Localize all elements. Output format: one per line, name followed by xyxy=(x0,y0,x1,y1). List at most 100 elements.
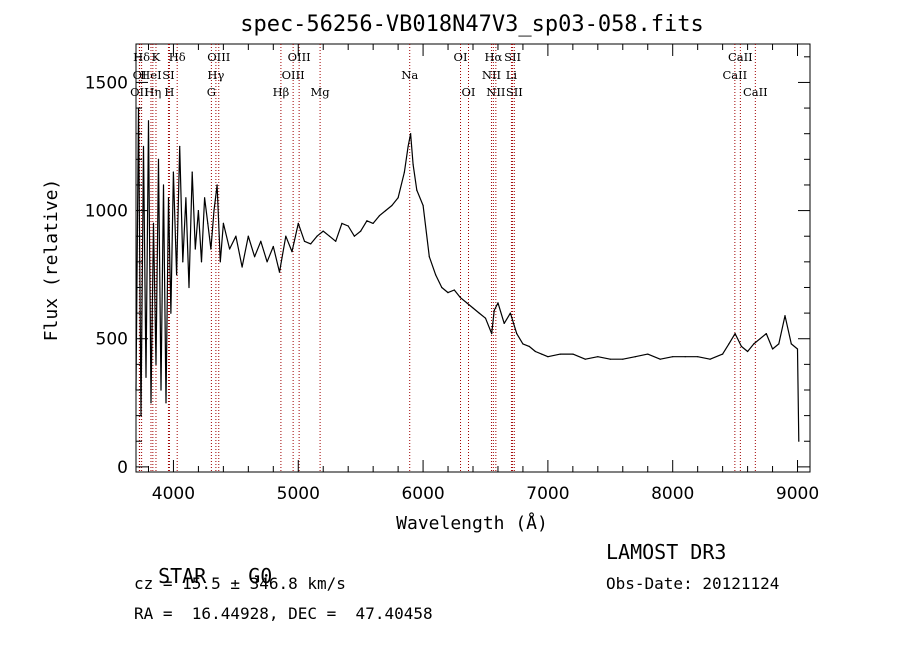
spectrum-point xyxy=(772,348,774,350)
spectrum-point xyxy=(197,210,199,212)
spectrum-point xyxy=(491,333,493,335)
spectrum-point xyxy=(740,345,743,347)
spectral-line-label: OII xyxy=(130,85,149,99)
spectrum-point xyxy=(204,197,206,199)
spectral-line-label: OIII xyxy=(207,50,230,64)
spectrum-point xyxy=(722,353,724,355)
spectrum-point xyxy=(235,235,237,237)
spectrum-point xyxy=(478,312,480,314)
spectrum-point xyxy=(522,343,524,345)
spectrum-point xyxy=(407,145,409,148)
spectrum-point xyxy=(207,222,209,224)
spectrum-point xyxy=(162,184,165,186)
spectrum-point xyxy=(229,248,231,250)
spectrum-point xyxy=(734,333,736,335)
spectrum-point xyxy=(385,210,387,212)
spectrum-point xyxy=(185,197,187,199)
spectral-line-label: HeI xyxy=(140,68,161,82)
spectral-line-label: Hδ xyxy=(133,50,150,64)
spectral-line-label: SII xyxy=(506,85,523,99)
spectral-line-markers xyxy=(138,44,756,472)
x-tick-label: 4000 xyxy=(152,484,195,504)
spectrum-point xyxy=(160,389,162,391)
spectrum-point xyxy=(194,248,196,250)
spectral-line-label: Hα xyxy=(484,50,502,64)
spectrum-point xyxy=(572,353,574,355)
spectrum-point xyxy=(210,248,212,250)
spectral-line-label: Hγ xyxy=(207,68,224,82)
spectral-line-label: NII xyxy=(486,85,505,99)
spectrum-point xyxy=(416,189,418,191)
spectrum-point xyxy=(150,402,152,404)
class-label: STAR xyxy=(158,564,207,588)
spectrum-line xyxy=(135,107,800,442)
y-tick-label: 1500 xyxy=(85,73,128,93)
spectrum-point xyxy=(453,289,455,291)
spectral-line-label: Li xyxy=(506,68,518,82)
spectrum-point xyxy=(472,307,474,309)
x-tick-label: 7000 xyxy=(526,484,569,504)
spectrum-point xyxy=(353,235,355,237)
spectrum-point xyxy=(216,184,218,186)
spectral-line-label: CaII xyxy=(728,50,753,64)
spectrum-point xyxy=(360,230,362,232)
spectrum-point xyxy=(278,271,281,273)
spectrum-point xyxy=(759,338,761,340)
axis-ticks: 4000 5000 6000 7000 8000 9000 0 500 1000 1500 xyxy=(85,44,819,504)
y-tick-label: 500 xyxy=(96,330,128,350)
spectral-line-label: OIII xyxy=(282,68,305,82)
spectrum-point xyxy=(391,204,393,207)
spectrum-point xyxy=(435,274,437,276)
spectrum-point xyxy=(316,235,318,237)
spectrum-point xyxy=(534,350,537,353)
y-axis-label: Flux (relative) xyxy=(41,179,62,342)
spectrum-point xyxy=(179,145,181,148)
spectrum-point xyxy=(747,350,749,353)
spectrum-point xyxy=(322,230,324,232)
spectral-line-label: OI xyxy=(462,85,476,99)
spectrum-point xyxy=(191,171,193,173)
spectrum-point xyxy=(709,358,711,360)
survey-label: LAMOST DR3 xyxy=(606,540,727,564)
spectrum-point xyxy=(272,245,274,248)
spectrum-point xyxy=(165,402,167,404)
spectrum-point xyxy=(152,222,155,224)
spectrum-point xyxy=(372,222,374,224)
spectrum-point xyxy=(410,133,412,135)
object-class: STAR G0 xyxy=(134,540,272,588)
spectrum-point xyxy=(697,356,699,358)
spectrum-point xyxy=(285,235,287,237)
spectrum-point xyxy=(753,343,755,345)
spectrum-point xyxy=(213,210,215,212)
spectrum-point xyxy=(291,251,293,253)
spectrum-point xyxy=(622,358,624,360)
spectrum-point xyxy=(366,220,368,222)
spectrum-point xyxy=(378,215,380,217)
spectrum-point xyxy=(241,266,243,268)
y-tick-label: 0 xyxy=(117,458,128,478)
spectrum-point xyxy=(441,286,443,289)
spectral-line-label: SI xyxy=(162,68,174,82)
spectrum-point xyxy=(778,343,780,345)
spectrum-point xyxy=(167,197,170,199)
spectrum-point xyxy=(597,356,599,358)
spectrum-point xyxy=(403,171,405,173)
spectral-line-label: Na xyxy=(401,68,418,82)
spectrum-point xyxy=(347,225,349,227)
spectrum-point xyxy=(303,240,306,242)
spectrum-point xyxy=(541,353,543,355)
spectral-line-label: Mg xyxy=(311,85,331,99)
x-tick-label: 9000 xyxy=(776,484,819,504)
spectrum-point xyxy=(266,261,268,263)
spectrum-point xyxy=(422,204,424,207)
spectrum-point xyxy=(659,358,661,360)
spectrum-point xyxy=(559,353,562,355)
subclass-label: G0 xyxy=(248,564,273,588)
spectrum-point xyxy=(200,261,203,263)
spectrum-point xyxy=(172,171,174,173)
spectrum-point xyxy=(428,256,430,258)
spectrum-point xyxy=(634,356,636,358)
spectrum-point xyxy=(798,440,800,442)
spectrum-point xyxy=(497,302,499,304)
spectrum-point xyxy=(503,322,505,324)
